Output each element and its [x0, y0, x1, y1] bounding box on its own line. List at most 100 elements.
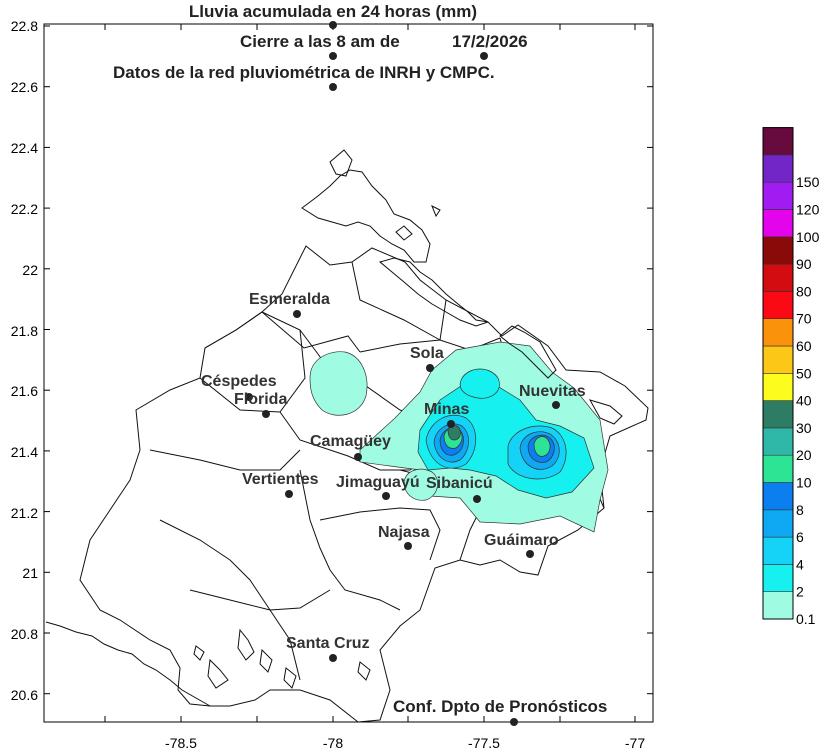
legend-frame	[762, 127, 794, 620]
legend-label: 150	[796, 174, 820, 190]
place-dot-camaguey	[354, 453, 362, 461]
y-tick-label: 20.6	[11, 687, 38, 703]
coastline-south	[45, 621, 371, 707]
legend-label: 40	[796, 393, 812, 409]
legend-label: 6	[796, 529, 804, 545]
place-dot-florida	[262, 410, 270, 418]
rain-area-10-east	[533, 436, 551, 457]
place-label-jimaguayu: Jimaguayú	[336, 474, 420, 491]
place-label-esmeralda: Esmeralda	[249, 291, 330, 308]
place-markers: Esmeralda Sola Céspedes Florida Nuevitas…	[201, 291, 586, 662]
x-tick-label: -77.5	[468, 735, 500, 751]
place-dot-jimaguayu	[382, 492, 390, 500]
title-dot	[329, 83, 337, 91]
place-label-cespedes: Céspedes	[201, 373, 277, 390]
place-dot-najasa	[404, 542, 412, 550]
coastline-keys	[301, 149, 623, 425]
legend-label: 4	[796, 556, 804, 572]
title-dot	[329, 52, 337, 60]
legend-label: 90	[796, 256, 812, 272]
y-tick-label: 21.4	[11, 444, 38, 460]
place-label-minas: Minas	[424, 401, 469, 418]
x-tick-label: -78.5	[165, 735, 197, 751]
legend-label: 120	[796, 202, 820, 218]
y-tick-label: 21.8	[11, 323, 38, 339]
place-label-nuevitas: Nuevitas	[519, 383, 586, 400]
legend-swatch	[762, 181, 794, 210]
legend-label: 10	[796, 475, 812, 491]
legend-swatch	[762, 154, 794, 183]
legend-swatch	[762, 454, 794, 483]
place-label-najasa: Najasa	[378, 524, 430, 541]
legend-swatch	[762, 236, 794, 265]
place-dot-cespedes	[245, 393, 253, 401]
legend-label: 20	[796, 447, 812, 463]
legend-label: 100	[796, 229, 820, 245]
legend-swatch	[762, 564, 794, 593]
credit-text: Conf. Dpto de Pronósticos	[393, 697, 607, 716]
place-dot-minas	[447, 420, 455, 428]
color-legend: 0.1 2 4 6 8 10 20 30 40 50 60 70 80 90 100 120 150	[762, 127, 820, 627]
y-tick-label: 22.8	[11, 18, 38, 34]
place-dot-sola	[426, 364, 434, 372]
place-dot-vertientes	[285, 490, 293, 498]
place-dot-santa-cruz	[329, 654, 337, 662]
y-tick-label: 22.2	[11, 201, 38, 217]
legend-swatch	[762, 318, 794, 347]
title-line-2-date: 17/2/2026	[452, 32, 528, 51]
place-label-guaimaro: Guáimaro	[484, 532, 559, 549]
legend-swatch	[762, 400, 794, 429]
legend-swatch	[762, 345, 794, 374]
rain-area-2-north	[459, 368, 500, 399]
legend-swatch	[762, 591, 794, 620]
y-tick-label: 22.4	[11, 140, 38, 156]
y-axis-labels: 22.8 22.6 22.4 22.2 22 21.8 21.6 21.4 21…	[11, 18, 38, 703]
legend-label: 50	[796, 365, 812, 381]
legend-label: 80	[796, 283, 812, 299]
legend-swatch	[762, 536, 794, 565]
legend-label: 30	[796, 420, 812, 436]
y-tick-label: 21	[22, 565, 38, 581]
legend-label: 60	[796, 338, 812, 354]
place-dot-esmeralda	[293, 310, 301, 318]
place-label-camaguey: Camagüey	[310, 433, 391, 450]
legend-swatch	[762, 509, 794, 538]
title-line-1: Lluvia acumulada en 24 horas (mm)	[189, 2, 477, 21]
rain-area-0.1-west	[309, 351, 368, 416]
legend-label: 0.1	[796, 611, 816, 627]
place-label-vertientes: Vertientes	[242, 471, 319, 488]
legend-swatch	[762, 427, 794, 456]
legend-label: 70	[796, 311, 812, 327]
x-tick-label: -77	[625, 735, 645, 751]
title-dot	[329, 21, 337, 29]
legend-swatch	[762, 482, 794, 511]
place-label-santa-cruz: Santa Cruz	[286, 635, 370, 652]
y-tick-label: 22.6	[11, 79, 38, 95]
legend-swatch	[762, 291, 794, 319]
legend-swatch	[762, 372, 794, 401]
y-tick-label: 20.8	[11, 626, 38, 642]
title-line-3: Datos de la red pluviométrica de INRH y …	[113, 63, 495, 82]
rain-area-0.1-south	[403, 468, 439, 501]
rainfall-shading	[309, 341, 609, 533]
axis-ticks	[44, 24, 653, 722]
place-label-florida: Florida	[234, 391, 287, 408]
place-dot-sibanicu	[473, 495, 481, 503]
place-dot-nuevitas	[552, 401, 560, 409]
title-dot	[480, 52, 488, 60]
credit-dot	[510, 718, 518, 726]
title-line-2-prefix: Cierre a las 8 am de	[240, 32, 400, 51]
legend-swatch	[762, 209, 794, 238]
x-tick-label: -78	[323, 735, 343, 751]
y-tick-label: 22	[22, 262, 38, 278]
place-label-sola: Sola	[410, 345, 444, 362]
map-titles: Lluvia acumulada en 24 horas (mm) Cierre…	[113, 2, 607, 726]
legend-swatch	[762, 263, 794, 292]
place-dot-guaimaro	[526, 550, 534, 558]
legend-label: 8	[796, 502, 804, 518]
place-label-sibanicu: Sibanicú	[426, 475, 493, 492]
legend-label: 2	[796, 584, 804, 600]
y-tick-label: 21.6	[11, 383, 38, 399]
x-axis-labels: -78.5 -78 -77.5 -77	[165, 735, 645, 751]
